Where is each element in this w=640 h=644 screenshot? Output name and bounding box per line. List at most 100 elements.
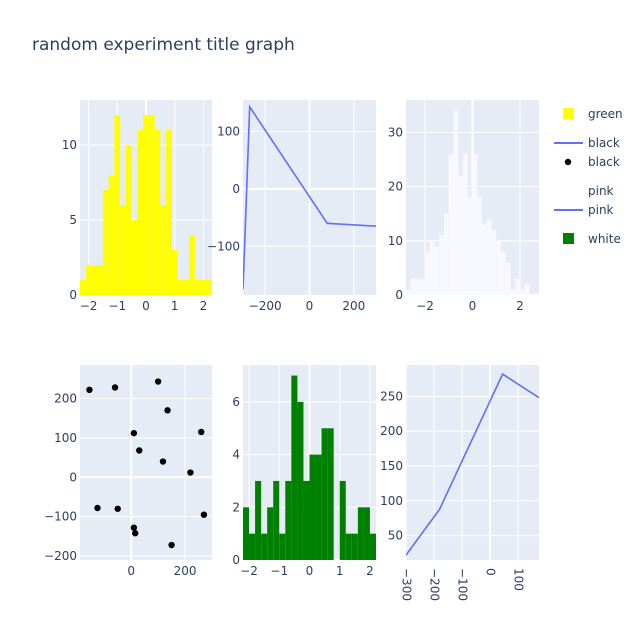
histogram-bar <box>200 280 207 295</box>
histogram-bar <box>143 115 149 295</box>
histogram-bar <box>444 213 449 295</box>
histogram-bar <box>463 154 468 295</box>
legend-item-black[interactable]: black <box>564 155 620 169</box>
histogram-bar <box>108 175 115 295</box>
scatter-point <box>159 458 167 465</box>
y-tick-label: 200 <box>380 424 403 438</box>
plot-background <box>406 365 539 560</box>
legend-item-pink[interactable]: pink <box>554 203 614 217</box>
histogram-bar <box>194 280 201 295</box>
y-tick-label: 200 <box>54 391 77 405</box>
histogram-bar <box>321 428 328 560</box>
histogram-bar <box>183 280 190 295</box>
x-tick-label: −1 <box>108 299 126 313</box>
x-tick-label: −1 <box>270 564 288 578</box>
series-green <box>80 115 212 295</box>
scatter-point <box>86 386 93 394</box>
x-tick-label: −300 <box>400 568 414 601</box>
y-tick-label: 6 <box>232 395 240 409</box>
legend-label: pink <box>588 184 614 198</box>
histogram-bar <box>125 145 132 295</box>
legend-label: pink <box>588 203 614 217</box>
y-tick-label: −100 <box>207 239 240 253</box>
histogram-bar <box>85 265 92 295</box>
subplot-2: −200 0 200 −100 0 100 <box>207 100 376 313</box>
series-pink <box>406 110 530 295</box>
y-tick-label: 2 <box>232 500 240 514</box>
scatter-point <box>168 541 175 549</box>
histogram-bar <box>120 205 126 295</box>
y-tick-label: 10 <box>388 234 403 248</box>
subplot-4: 0 200 −200 −100 0 100 200 <box>44 365 212 578</box>
x-tick-label: 0 <box>306 564 314 578</box>
histogram-bar <box>410 278 416 295</box>
x-tick-label: 100 <box>512 568 526 591</box>
histogram-bar <box>91 265 98 295</box>
subplot-5: −2 −1 0 1 2 0 2 4 6 <box>232 365 376 578</box>
histogram-bar <box>420 278 425 295</box>
histogram-bar <box>429 240 435 295</box>
histogram-bar <box>467 197 473 295</box>
scatter-point <box>136 447 143 454</box>
x-tick-label: −200 <box>249 299 282 313</box>
legend-label: black <box>588 155 620 169</box>
histogram-bar <box>166 130 172 295</box>
y-tick-label: 0 <box>69 288 77 302</box>
scatter-point <box>132 530 139 537</box>
legend-label: black <box>588 136 620 150</box>
histogram-bar <box>345 533 352 560</box>
scatter-point <box>164 407 171 414</box>
histogram-bar <box>291 375 298 560</box>
y-tick-label: 5 <box>69 213 77 227</box>
series-black <box>243 104 376 290</box>
scatter-point <box>130 429 138 437</box>
legend-item-green[interactable]: green <box>563 107 623 121</box>
histogram-bar <box>515 278 520 295</box>
y-tick-label: 50 <box>388 529 403 543</box>
scatter-point <box>114 505 121 512</box>
legend-item-white[interactable]: white <box>563 232 621 246</box>
series-line <box>406 372 539 556</box>
histogram-bar <box>249 533 256 560</box>
x-tick-label: 1 <box>171 299 179 313</box>
histogram-bar <box>415 278 421 295</box>
x-tick-label: −2 <box>416 299 434 313</box>
histogram-bar <box>315 454 322 560</box>
subplot-1: −2 −1 0 1 2 0 5 10 <box>62 100 212 313</box>
histogram-bar <box>510 289 516 295</box>
legend-marker-swatch <box>564 158 572 166</box>
histogram-bar <box>472 154 478 295</box>
legend[interactable]: green black black pink pink white <box>554 107 623 246</box>
y-tick-label: 150 <box>380 459 403 473</box>
y-tick-label: −100 <box>44 510 77 524</box>
plot-background <box>80 365 212 560</box>
histogram-bar <box>148 115 155 295</box>
x-tick-label: 0 <box>306 299 314 313</box>
scatter-point <box>94 504 101 512</box>
x-tick-label: 200 <box>342 299 365 313</box>
histogram-bar <box>477 197 482 295</box>
y-tick-label: 4 <box>232 448 240 462</box>
legend-item-black[interactable]: black <box>554 136 620 150</box>
y-tick-label: 100 <box>54 431 77 445</box>
subplot-6: −300 −200 −100 0 100 50 100 150 200 250 <box>380 365 539 601</box>
histogram-bar <box>137 130 144 295</box>
scatter-point <box>130 524 138 531</box>
x-tick-label: −2 <box>240 564 258 578</box>
y-tick-label: 0 <box>232 553 240 567</box>
x-tick-label: 2 <box>366 564 374 578</box>
y-tick-label: −200 <box>44 549 77 563</box>
y-tick-label: 0 <box>395 288 403 302</box>
histogram-bar <box>303 480 310 560</box>
x-tick-label: −2 <box>80 299 98 313</box>
x-tick-label: 1 <box>336 564 344 578</box>
legend-label: green <box>588 107 623 121</box>
legend-item-pink[interactable]: pink <box>588 184 614 198</box>
scatter-point <box>198 428 205 436</box>
histogram-bar <box>206 280 212 295</box>
scatter-point <box>187 469 194 476</box>
histogram-bar <box>171 250 178 295</box>
